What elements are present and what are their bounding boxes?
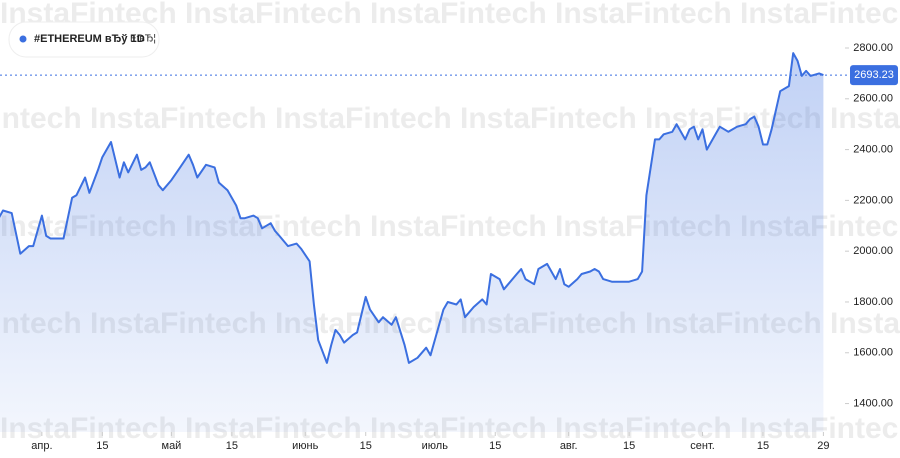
y-tick-label: 1400.00 bbox=[853, 397, 893, 409]
watermark: InstaFintech bbox=[185, 0, 362, 30]
header-dot bbox=[19, 35, 27, 43]
line bbox=[0, 52, 824, 364]
watermark: InstaFintech bbox=[830, 307, 900, 340]
x-tick-label: 15 bbox=[226, 440, 238, 452]
area bbox=[0, 53, 824, 432]
watermark: InstaFintech bbox=[740, 0, 900, 30]
plot bbox=[0, 52, 824, 432]
x-tick-label: 15 bbox=[96, 440, 108, 452]
y-tick-label: 2200.00 bbox=[853, 194, 893, 206]
x-tick-label: июнь bbox=[292, 440, 318, 452]
header-pill bbox=[8, 21, 160, 58]
watermark: InstaFintech bbox=[370, 210, 547, 243]
watermark: InstaFintech bbox=[0, 102, 82, 135]
x-tick-label: 15 bbox=[623, 440, 635, 452]
watermark: InstaFintech bbox=[460, 102, 637, 135]
watermark: InstaFintech bbox=[370, 0, 547, 30]
header: #ETHEREUM вЂў 1D EtвЂ¦ bbox=[8, 21, 160, 58]
watermark: InstaFintech bbox=[830, 102, 900, 135]
y-tick-label: 2800.00 bbox=[853, 42, 893, 54]
y-tick-label: 1800.00 bbox=[853, 296, 893, 308]
chart-title: #ETHEREUM вЂў 1D bbox=[34, 33, 145, 45]
chart-subtitle: EtвЂ¦ bbox=[130, 34, 156, 45]
x-tick-label: 15 bbox=[489, 440, 501, 452]
x-tick-label: авг. bbox=[560, 440, 578, 452]
watermark: InstaFintech bbox=[90, 102, 267, 135]
x-tick-label: 15 bbox=[360, 440, 372, 452]
x-tick-label: май bbox=[162, 440, 182, 452]
x-tick-label: июль bbox=[422, 440, 449, 452]
y-tick-label: 2000.00 bbox=[853, 245, 893, 257]
y-tick-label: 2400.00 bbox=[853, 143, 893, 155]
y-tick-label: 2600.00 bbox=[853, 93, 893, 105]
x-tick-label: сент. bbox=[690, 440, 715, 452]
x-tick-label: апр. bbox=[31, 440, 52, 452]
current-price-box bbox=[850, 65, 898, 86]
watermark: InstaFintech bbox=[555, 0, 732, 30]
y-tick-label: 1600.00 bbox=[853, 347, 893, 359]
current-price-label: 2693.23 bbox=[854, 69, 894, 81]
x-tick-label: 15 bbox=[757, 440, 769, 452]
x-tick-label: 29 bbox=[817, 440, 829, 452]
watermark: InstaFintech bbox=[275, 102, 452, 135]
